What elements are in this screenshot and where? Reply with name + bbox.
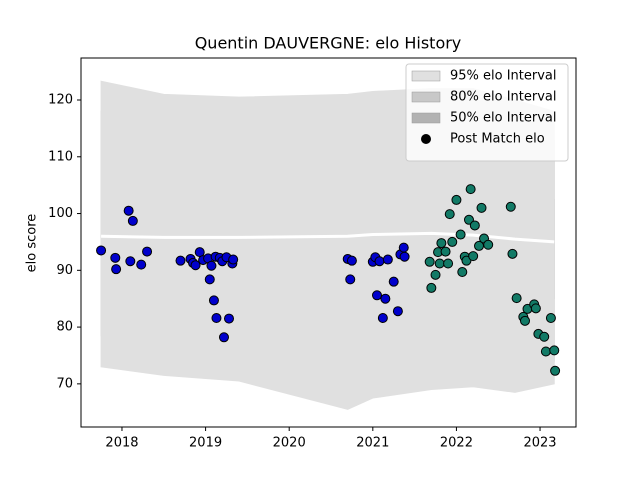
data-point [136,259,147,270]
data-point [123,205,134,216]
legend-swatch [411,91,441,103]
data-point [204,274,215,285]
data-point [125,256,136,267]
data-point [447,236,458,247]
x-tick-label: 2019 [189,436,222,451]
data-point [469,220,480,231]
legend-marker [421,134,431,144]
legend-label: 50% elo Interval [450,111,557,126]
median-line [101,231,555,244]
data-point [430,269,441,280]
legend-label: 80% elo Interval [450,90,557,105]
legend-label: 95% elo Interval [450,69,557,84]
x-tick-label: 2022 [440,436,473,451]
data-point [380,293,391,304]
y-tick-label: 120 [48,93,73,108]
chart-title: Quentin DAUVERGNE: elo History [195,34,462,53]
legend-swatch [411,112,441,124]
data-point [190,260,201,271]
legend-label: Post Match elo [450,132,545,147]
data-point [142,246,153,257]
data-point [382,254,393,265]
data-point [206,260,217,271]
data-point [539,331,550,342]
data-point [451,194,462,205]
data-point [465,184,476,195]
y-tick-label: 90 [56,263,73,278]
data-point [111,264,122,275]
data-point [371,290,382,301]
interval-band [100,80,555,410]
data-point [511,293,522,304]
legend-swatch [411,70,441,82]
y-tick-label: 80 [56,320,73,335]
data-point [218,332,229,343]
data-point [436,238,447,249]
y-axis-label: elo score [25,214,40,273]
data-point [127,215,138,226]
data-point [457,267,468,278]
data-point [377,313,388,324]
x-tick-label: 2020 [273,436,306,451]
data-point [424,256,435,267]
y-tick-label: 110 [48,149,73,164]
x-tick-label: 2023 [523,436,556,451]
data-point [346,255,357,266]
data-point [434,258,445,269]
data-point [507,248,518,259]
data-point [505,201,516,212]
data-point [399,251,410,262]
data-point [455,229,466,240]
data-point [211,313,222,324]
data-point [175,255,186,266]
legend-box [405,63,569,162]
data-point [398,242,409,253]
x-tick-label: 2018 [105,436,138,451]
data-point [208,295,219,306]
data-point [388,276,399,287]
x-tick-label: 2021 [356,436,389,451]
data-point [549,345,560,356]
plot-frame [80,57,577,428]
data-point [228,254,239,265]
data-point [440,246,451,257]
data-point [443,258,454,269]
data-point [530,303,541,314]
data-point [110,252,121,263]
y-tick-label: 70 [56,376,73,391]
data-point [345,274,356,285]
data-point [468,251,479,262]
data-point [483,239,494,250]
legend: 95% elo Interval 80% elo Interval 50% elo … [405,63,569,162]
data-point [545,313,556,324]
data-point [392,306,403,317]
data-point [540,346,551,357]
data-point [444,209,455,220]
data-point [374,256,385,267]
y-tick-label: 100 [48,206,73,221]
data-point [519,315,530,326]
data-point [426,282,437,293]
data-point [476,202,487,213]
data-point [223,313,234,324]
data-point [96,245,107,256]
data-point [550,365,561,376]
